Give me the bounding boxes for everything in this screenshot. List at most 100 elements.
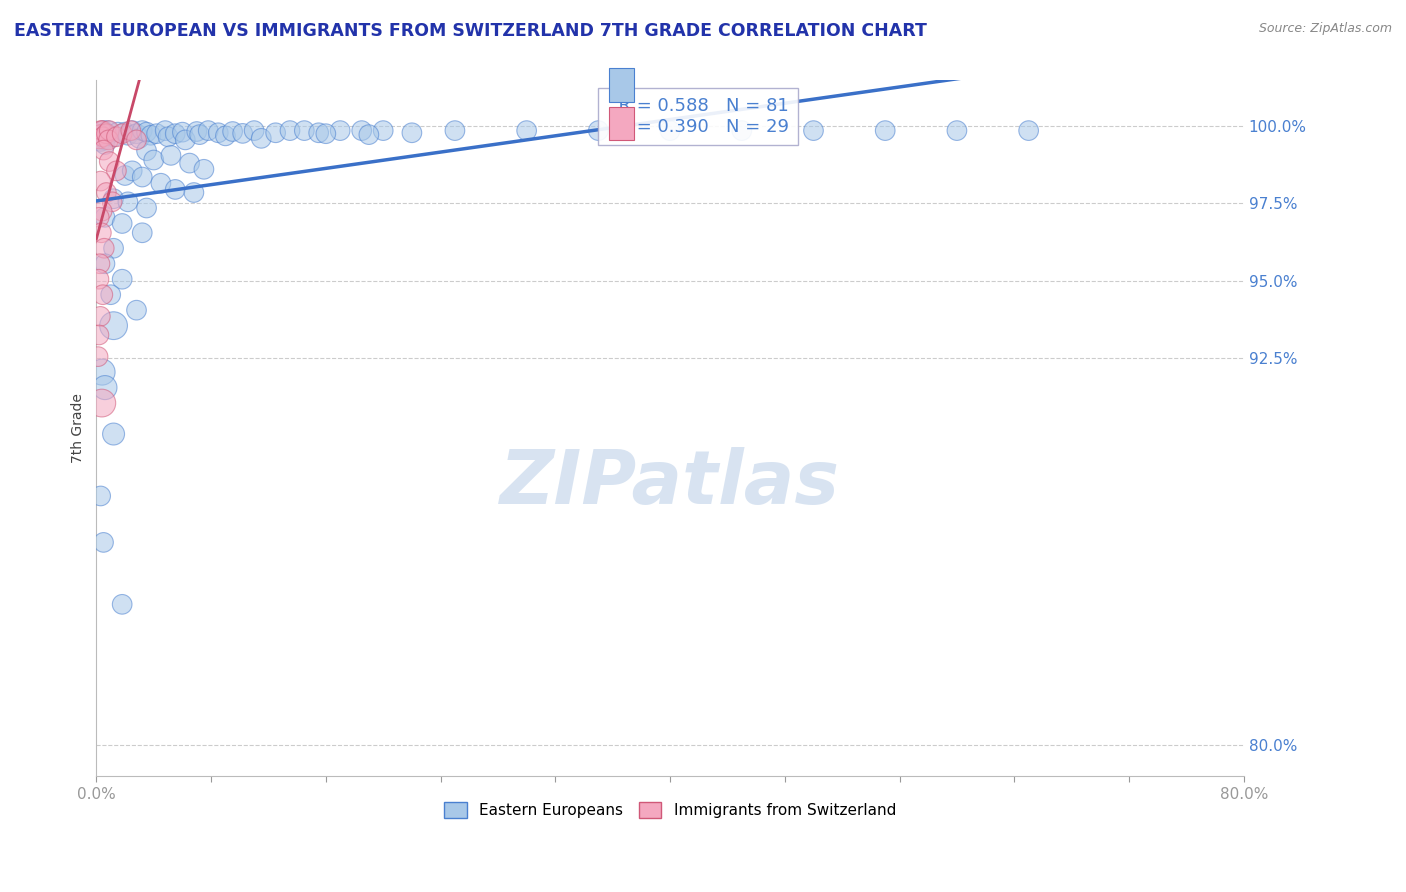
Point <box>139 128 162 143</box>
Y-axis label: 7th Grade: 7th Grade <box>72 392 86 463</box>
Point <box>93 241 115 255</box>
Text: R = 0.588   N = 81
  R = 0.390   N = 29: R = 0.588 N = 81 R = 0.390 N = 29 <box>607 97 789 136</box>
Point <box>89 257 111 271</box>
Point <box>250 131 273 145</box>
Point <box>315 127 337 141</box>
Point <box>149 176 172 190</box>
Point <box>131 169 153 184</box>
Point <box>160 148 183 162</box>
Point <box>373 123 395 137</box>
Point <box>98 123 121 137</box>
Point <box>90 135 112 149</box>
Point <box>93 123 115 137</box>
Point <box>100 287 122 301</box>
Point <box>135 201 157 215</box>
Point <box>278 123 301 137</box>
Point <box>125 133 148 147</box>
Point <box>214 128 236 143</box>
Point <box>94 133 117 147</box>
Point <box>114 169 136 183</box>
Point <box>96 127 118 141</box>
Point <box>131 123 153 137</box>
Point <box>89 310 111 324</box>
Point <box>128 131 150 145</box>
Point <box>94 257 117 271</box>
Point <box>121 123 143 137</box>
Point <box>111 272 134 286</box>
Legend: Eastern Europeans, Immigrants from Switzerland: Eastern Europeans, Immigrants from Switz… <box>439 796 903 824</box>
Point <box>107 125 129 139</box>
Point <box>93 535 115 549</box>
Point <box>121 164 143 178</box>
Point <box>731 123 754 137</box>
Point <box>97 133 120 147</box>
Point <box>89 211 111 225</box>
Point <box>89 128 111 142</box>
Point <box>135 144 157 158</box>
Point <box>157 129 180 144</box>
Point <box>153 123 176 137</box>
Point <box>875 123 897 137</box>
Point <box>114 125 136 139</box>
Point <box>103 318 125 333</box>
Point <box>97 128 120 143</box>
Point <box>117 128 139 143</box>
Point <box>221 124 243 138</box>
Point <box>91 129 114 144</box>
Point <box>444 123 467 137</box>
Point <box>93 143 115 157</box>
Point <box>90 489 112 503</box>
Point <box>174 133 197 147</box>
Point <box>90 226 112 240</box>
Point <box>117 194 139 209</box>
Point <box>145 127 167 141</box>
Point <box>183 186 205 200</box>
Point <box>357 128 380 142</box>
Point <box>103 241 125 255</box>
Point <box>516 123 538 137</box>
Point <box>111 217 134 231</box>
Point <box>350 123 373 137</box>
Point <box>803 123 825 137</box>
Point <box>946 123 969 137</box>
Point <box>165 182 187 196</box>
Point <box>243 123 266 137</box>
Point <box>232 127 254 141</box>
Point <box>90 174 112 188</box>
Point <box>96 186 118 200</box>
Point <box>111 127 134 141</box>
Point <box>87 350 110 364</box>
Point <box>91 365 114 379</box>
Point <box>264 126 287 140</box>
Point <box>87 328 110 343</box>
Point <box>125 303 148 318</box>
Point <box>101 194 124 209</box>
Point <box>188 128 211 142</box>
Point <box>142 153 165 167</box>
Point <box>659 123 682 137</box>
Point <box>90 396 112 410</box>
Point <box>91 123 114 137</box>
Point <box>193 162 215 177</box>
Point <box>103 427 125 442</box>
Text: Source: ZipAtlas.com: Source: ZipAtlas.com <box>1258 22 1392 36</box>
Text: EASTERN EUROPEAN VS IMMIGRANTS FROM SWITZERLAND 7TH GRADE CORRELATION CHART: EASTERN EUROPEAN VS IMMIGRANTS FROM SWIT… <box>14 22 927 40</box>
FancyBboxPatch shape <box>609 69 634 102</box>
Point <box>87 272 110 286</box>
Point <box>93 127 115 141</box>
Point <box>103 129 125 144</box>
Point <box>292 123 315 137</box>
Point <box>329 123 352 137</box>
Point <box>186 124 208 138</box>
Point <box>94 211 117 225</box>
Point <box>103 192 125 206</box>
Point <box>1018 123 1040 137</box>
Point <box>131 226 153 240</box>
Point <box>91 287 114 301</box>
Point <box>98 154 121 169</box>
Point <box>105 129 128 144</box>
Point <box>207 126 229 140</box>
Point <box>89 132 111 146</box>
Point <box>120 123 142 137</box>
Point <box>90 123 112 137</box>
